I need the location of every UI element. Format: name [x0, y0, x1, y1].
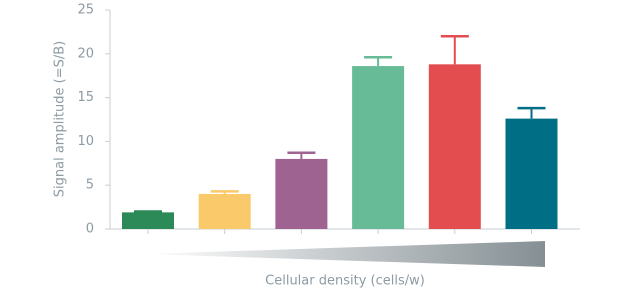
bar: [352, 66, 405, 230]
y-tick-label: 0: [86, 222, 94, 237]
y-tick-label: 25: [77, 3, 94, 18]
y-tick-label: 15: [77, 90, 94, 105]
y-tick-label: 10: [77, 134, 94, 149]
bar: [505, 118, 558, 229]
x-axis-label: Cellular density (cells/w): [265, 274, 425, 289]
bar: [122, 212, 174, 229]
density-wedge: [145, 241, 545, 267]
bar: [275, 158, 328, 229]
y-tick-label: 5: [86, 178, 94, 193]
bar: [198, 193, 251, 229]
y-tick-label: 20: [77, 46, 94, 61]
bar: [428, 64, 481, 229]
y-axis-label: Signal amplitude (=S/B): [53, 41, 68, 197]
